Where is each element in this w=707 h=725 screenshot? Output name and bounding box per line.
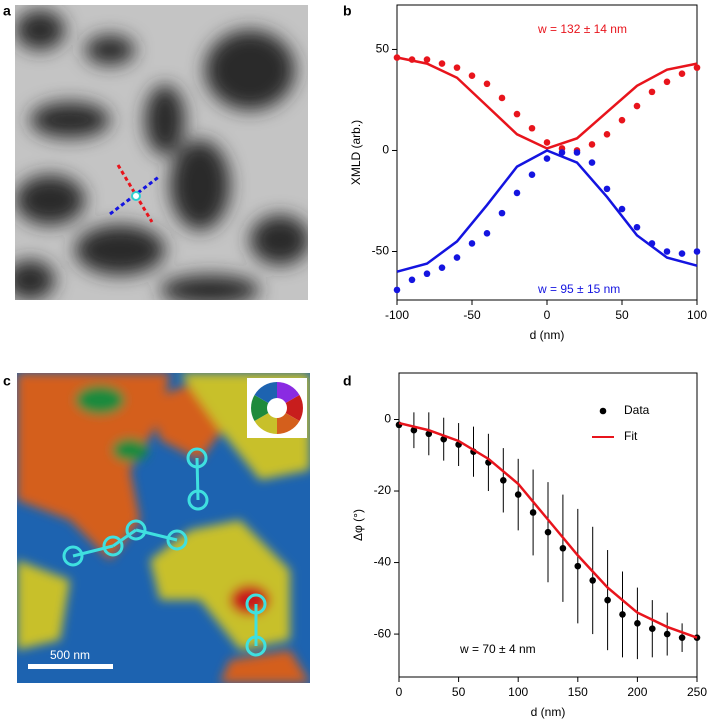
annotation: w = 95 ± 15 nm [537,282,620,296]
data-point [438,60,446,67]
data-point [498,94,506,102]
x-tick-label: 0 [544,308,551,322]
data-point [498,209,506,217]
data-point [408,276,416,284]
data-point [618,116,626,124]
data-point [663,630,671,638]
data-point [693,64,701,71]
x-tick-label: 50 [615,308,629,322]
data-point [425,430,433,438]
data-point [663,78,671,86]
data-point [513,189,521,197]
x-tick-label: 150 [568,685,588,699]
data-point [453,64,461,71]
data-point [633,223,641,231]
data-point [618,205,626,213]
panel-label: c [3,373,11,389]
data-point [393,286,401,294]
data-point [500,476,507,484]
fit-line [396,56,698,150]
data-point [678,250,686,257]
x-tick-label: 0 [396,685,403,699]
data-point [588,141,596,148]
data-point [603,131,611,138]
x-tick-label: 250 [687,685,707,699]
data-point [528,124,536,132]
image-a [15,5,308,300]
y-tick-label: -60 [374,626,392,640]
plot-frame [398,372,698,678]
x-tick-label: 50 [452,685,466,699]
data-point [544,528,552,536]
image-c [17,373,310,683]
data-point [543,155,551,162]
data-point [513,110,521,118]
panel-label: b [343,3,352,19]
data-point [528,171,536,179]
panel-label: d [343,373,352,389]
data-point [453,254,461,261]
x-tick-label: 200 [627,685,647,699]
data-point [558,149,566,156]
annotation: w = 70 ± 4 nm [459,642,536,656]
x-tick-label: -100 [385,308,409,322]
x-tick-label: 100 [687,308,707,322]
data-point [603,185,611,193]
data-point [483,230,491,237]
data-point [410,426,418,434]
y-tick-label: 50 [376,42,390,56]
legend-swatch [599,407,607,415]
data-point [423,56,431,63]
data-point [529,509,537,516]
data-point [559,544,567,552]
data-point [649,625,656,633]
data-point [438,264,446,271]
data-point [514,491,522,498]
data-point [468,72,476,80]
scale-bar-label: 500 nm [50,648,90,662]
data-point [440,435,448,443]
fit-line [396,149,698,273]
data-point [573,149,581,156]
data-point [634,620,641,627]
legend-label: Fit [624,429,638,443]
y-tick-label: 0 [384,412,391,426]
data-point [468,240,476,247]
legend-label: Data [624,403,650,417]
fit-line [398,421,698,639]
data-point [483,80,491,88]
x-tick-label: -50 [463,308,481,322]
data-point [693,248,701,255]
data-point [543,139,551,146]
plot-frame [396,4,698,301]
x-tick-label: 100 [508,685,528,699]
x-axis-label: d (nm) [531,705,566,719]
data-point [589,577,596,584]
data-point [678,70,686,77]
data-point [633,102,641,110]
data-point [423,270,431,278]
x-axis-label: d (nm) [530,328,565,342]
data-point [574,562,582,570]
data-point [648,88,656,96]
data-point [663,248,671,255]
panel-label: a [3,3,11,19]
y-axis-label: Δφ (°) [351,509,365,541]
data-point [588,159,596,166]
y-tick-label: 0 [382,143,389,157]
annotation: w = 132 ± 14 nm [537,22,627,36]
y-tick-label: -20 [374,483,392,497]
y-axis-label: XMLD (arb.) [349,120,363,185]
y-tick-label: -50 [372,244,390,258]
data-point [619,611,626,618]
y-tick-label: -40 [374,555,392,569]
data-point [678,634,686,641]
data-point [604,596,611,604]
